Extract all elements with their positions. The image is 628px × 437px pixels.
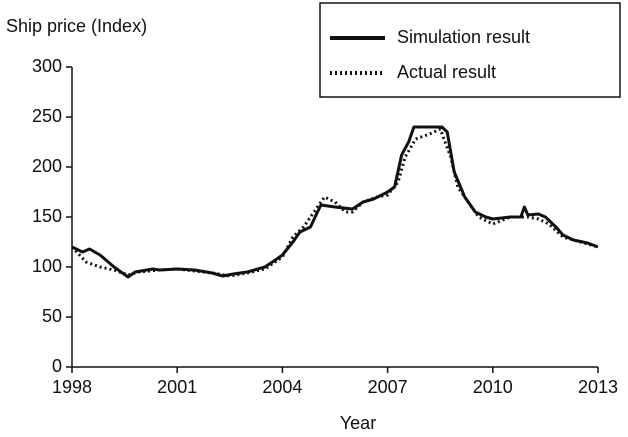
x-tick-label: 2004 [262, 377, 302, 397]
y-tick-label: 200 [32, 156, 62, 176]
x-tick-label: 2007 [368, 377, 408, 397]
series-line [70, 127, 599, 278]
y-tick-label: 0 [52, 356, 62, 376]
legend-label: Simulation result [397, 27, 530, 47]
y-tick-label: 300 [32, 56, 62, 76]
y-tick-label: 250 [32, 106, 62, 126]
y-tick-label: 100 [32, 256, 62, 276]
legend-box [319, 2, 621, 98]
x-tick-label: 2010 [473, 377, 513, 397]
series-line [71, 125, 599, 279]
y-tick-label: 50 [42, 306, 62, 326]
y-axis-label: Ship price (Index) [6, 16, 147, 36]
x-tick-label: 2001 [157, 377, 197, 397]
x-tick-label: 1998 [52, 377, 92, 397]
y-tick-label: 150 [32, 206, 62, 226]
legend-label: Actual result [397, 62, 496, 82]
x-tick-label: 2013 [578, 377, 618, 397]
x-axis-label: Year [340, 413, 376, 433]
